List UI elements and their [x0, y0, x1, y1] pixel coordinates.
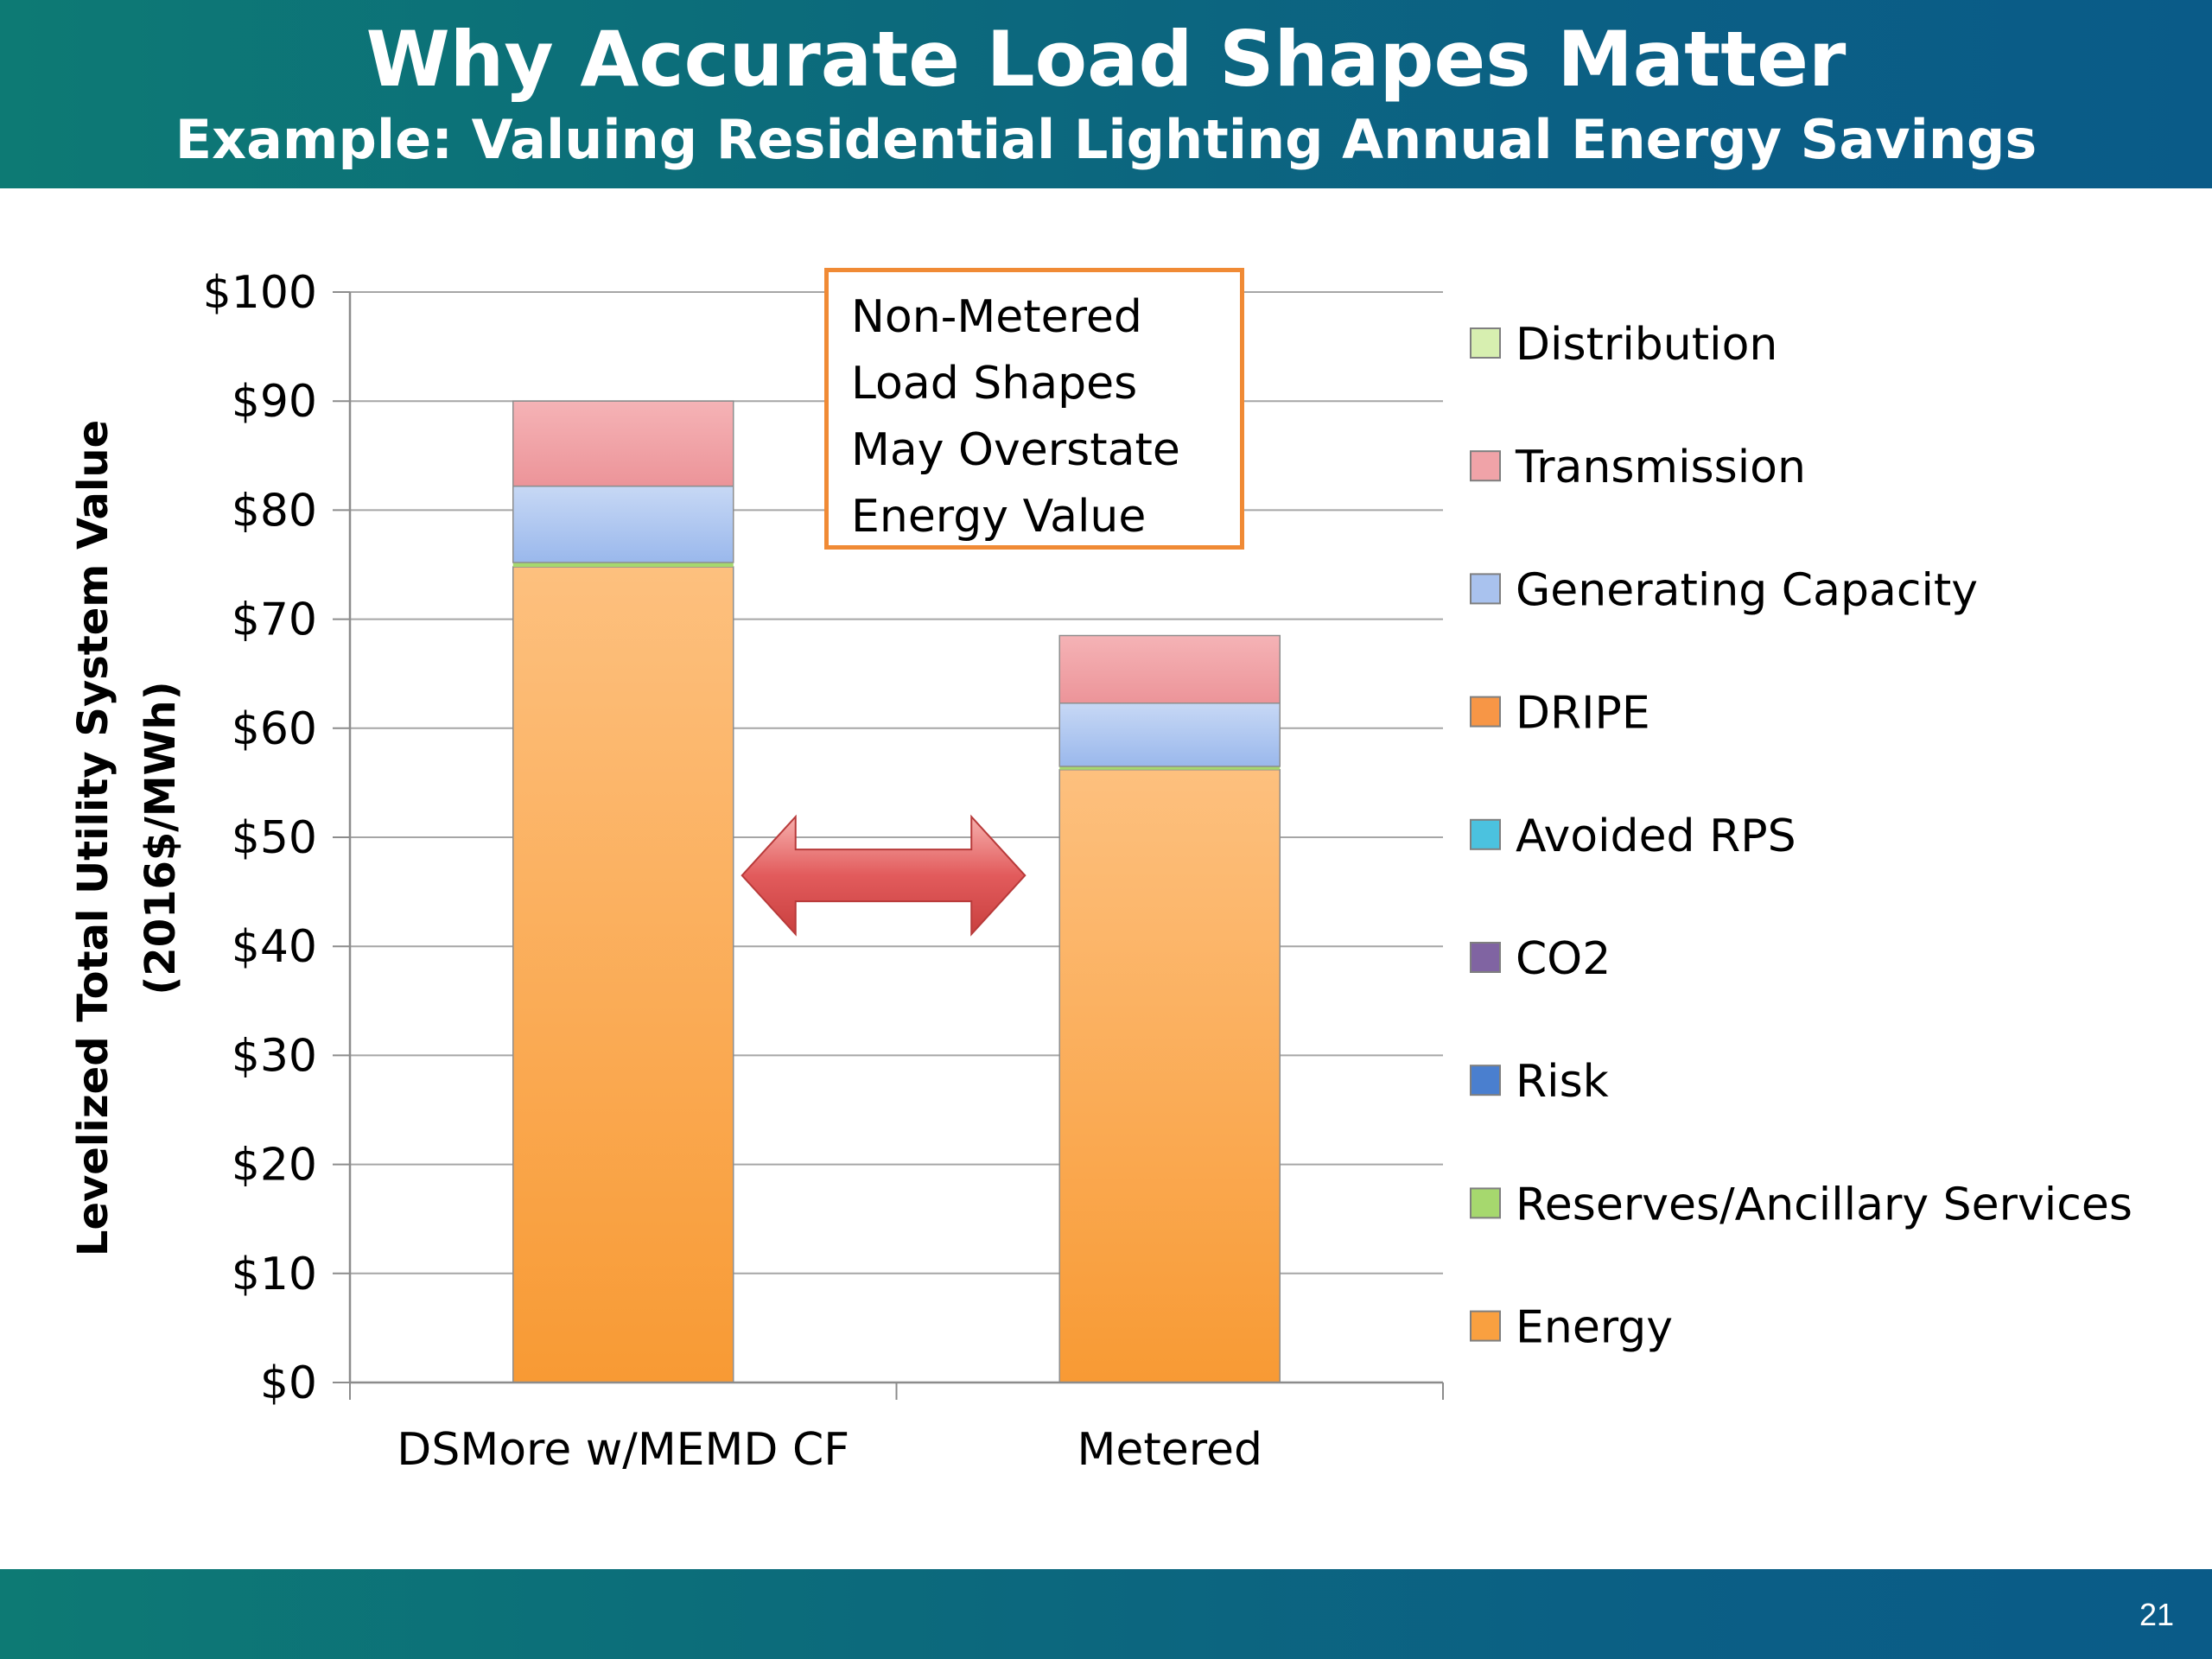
legend: Distribution Transmission Generating Capac… [1470, 319, 2133, 1354]
y-tick-label: $30 [232, 1030, 317, 1082]
slide-subtitle: Example: Valuing Residential Lighting An… [175, 108, 2037, 171]
stacked-bar-chart: $0 $10 $20 $30 $40 $50 $60 $70 $80 $90 $100 DSMore… [69, 267, 2133, 1476]
y-tick-label: $60 [232, 703, 317, 755]
y-tick-label: $80 [232, 485, 317, 537]
legend-swatch [1470, 1310, 1501, 1342]
legend-label: Risk [1516, 1056, 1609, 1108]
legend-swatch [1470, 573, 1501, 605]
axes [348, 292, 1444, 1400]
legend-swatch [1470, 1065, 1501, 1096]
annotation-line: Non-Metered [851, 291, 1142, 343]
y-tick-label: $90 [232, 376, 317, 428]
legend-label: DRIPE [1516, 688, 1650, 740]
legend-item: CO2 [1470, 933, 1611, 985]
annotation-line: May Overstate [851, 424, 1180, 476]
legend-label: Avoided RPS [1516, 810, 1796, 862]
legend-label: Transmission [1515, 442, 1806, 493]
legend-item: Energy [1470, 1302, 1673, 1354]
bar-segment-energy [512, 566, 734, 1383]
legend-swatch [1470, 818, 1501, 850]
annotation-line: Energy Value [851, 491, 1147, 543]
x-tick-label: Metered [1077, 1424, 1262, 1476]
legend-item: Reserves/Ancillary Services [1470, 1179, 2133, 1230]
bar-segment-energy [1058, 769, 1281, 1383]
legend-swatch [1470, 942, 1501, 973]
bar-segment-generating-capacity [512, 485, 734, 563]
legend-swatch [1470, 450, 1501, 482]
bar-segment-transmission [512, 400, 734, 487]
annotation-line: Load Shapes [851, 358, 1138, 410]
double-headed-arrow-icon [741, 814, 1027, 937]
y-tick-label: $20 [232, 1140, 317, 1192]
legend-swatch [1470, 696, 1501, 728]
legend-item: DRIPE [1470, 688, 1650, 740]
bar-segment-generating-capacity [1058, 702, 1281, 767]
legend-label: CO2 [1516, 933, 1611, 985]
legend-item: Generating Capacity [1470, 564, 1978, 616]
x-tick-label: DSMore w/MEMD CF [397, 1424, 849, 1476]
y-axis-label-line2: (2016$/MWh) [137, 681, 185, 995]
legend-item: Distribution [1470, 319, 1777, 371]
annotation-callout: Non-Metered Load Shapes May Overstate En… [824, 268, 1244, 550]
y-tick-label: $10 [232, 1249, 317, 1300]
legend-label: Generating Capacity [1516, 564, 1978, 616]
legend-item: Transmission [1470, 442, 1806, 493]
y-tick-label: $70 [232, 594, 317, 646]
x-axis-ticks: DSMore w/MEMD CF Metered [397, 1424, 1262, 1476]
slide-title: Why Accurate Load Shapes Matter [365, 15, 1847, 104]
y-axis-ticks: $0 $10 $20 $30 $40 $50 $60 $70 $80 $90 $100 [203, 267, 350, 1409]
legend-label: Distribution [1516, 319, 1777, 371]
bars [512, 400, 1281, 1383]
y-tick-label: $0 [260, 1357, 317, 1409]
bar-segment-reserves-ancillary-services [1059, 766, 1281, 770]
bar-segment-transmission [1058, 634, 1281, 704]
bar-segment-reserves-ancillary-services [512, 562, 734, 568]
y-tick-label: $40 [232, 921, 317, 973]
y-tick-label: $50 [232, 812, 317, 864]
legend-item: Avoided RPS [1470, 810, 1796, 862]
legend-label: Reserves/Ancillary Services [1516, 1179, 2133, 1230]
legend-swatch [1470, 1187, 1501, 1219]
y-axis-label-line1: Levelized Total Utility System Value [69, 420, 118, 1256]
double-headed-arrow-icon [741, 814, 1027, 937]
legend-item: Risk [1470, 1056, 1609, 1108]
slide-footer [0, 1569, 2212, 1659]
legend-label: Energy [1516, 1302, 1673, 1354]
y-tick-label: $100 [203, 267, 317, 319]
page-number: 21 [2139, 1597, 2174, 1632]
slide-header: Why Accurate Load Shapes Matter Example:… [0, 0, 2212, 188]
legend-swatch [1470, 327, 1501, 359]
